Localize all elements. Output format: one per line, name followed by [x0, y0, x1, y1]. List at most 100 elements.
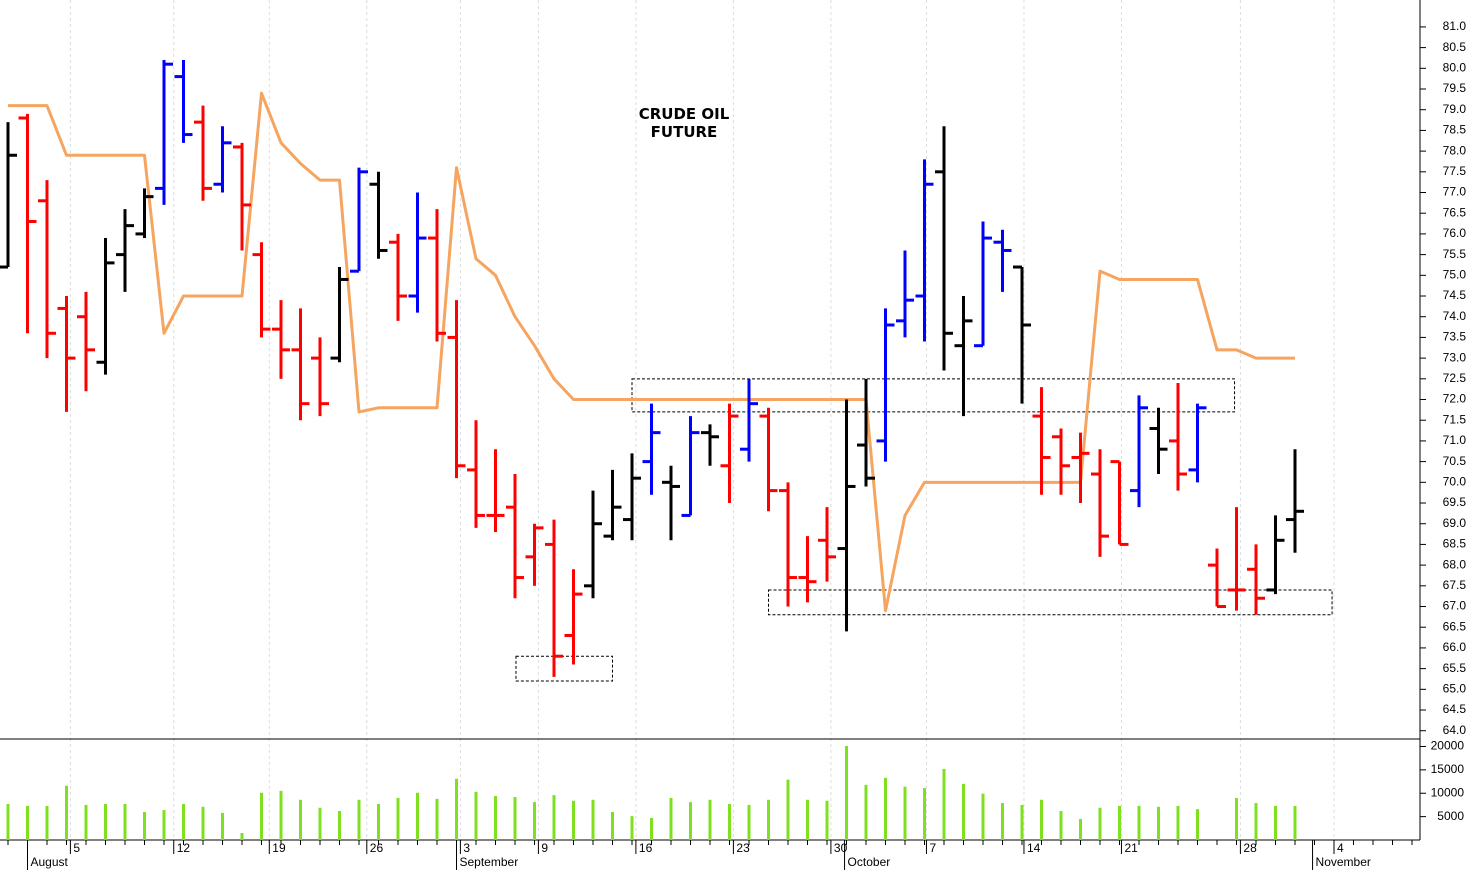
x-tick-label: 7: [929, 841, 936, 855]
volume-bar: [435, 798, 439, 840]
volume-bar: [884, 777, 888, 840]
y-tick-label: 73.0: [1443, 350, 1467, 364]
volume-bar: [649, 818, 653, 840]
x-tick-label: 4: [1337, 841, 1344, 855]
y-tick-label: 79.5: [1443, 81, 1467, 95]
volume-bar: [1020, 804, 1024, 840]
y-tick-label: 15000: [1431, 762, 1465, 776]
x-tick-label: 14: [1027, 841, 1041, 855]
volume-bar: [25, 805, 29, 840]
y-tick-label: 10000: [1431, 785, 1465, 799]
y-tick-label: 72.0: [1443, 392, 1467, 406]
x-tick-label: 12: [177, 841, 191, 855]
y-tick-label: 77.5: [1443, 164, 1467, 178]
volume-bar: [279, 790, 283, 840]
volume-bar: [1098, 807, 1102, 840]
x-tick-label: 16: [639, 841, 653, 855]
volume-bar: [571, 800, 575, 840]
volume-bar: [123, 803, 127, 840]
y-tick-label: 73.5: [1443, 330, 1467, 344]
y-tick-label: 80.5: [1443, 40, 1467, 54]
x-tick-label: 30: [834, 841, 848, 855]
volume-bar: [103, 803, 107, 840]
volume-bar: [1293, 805, 1297, 840]
annotation-box: [631, 378, 1236, 413]
y-tick-label: 79.0: [1443, 102, 1467, 116]
volume-bar: [201, 806, 205, 840]
month-label: September: [459, 855, 518, 869]
x-tick-label: 9: [541, 841, 548, 855]
y-tick-label: 69.5: [1443, 495, 1467, 509]
y-tick-label: 66.0: [1443, 640, 1467, 654]
volume-bar: [786, 779, 790, 840]
volume-bar: [415, 792, 419, 840]
volume-bar: [396, 797, 400, 840]
volume-bar: [84, 804, 88, 840]
month-label: August: [30, 855, 68, 869]
volume-bar: [45, 805, 49, 840]
y-tick-label: 68.0: [1443, 557, 1467, 571]
x-tick-label: 28: [1243, 841, 1257, 855]
volume-bar: [845, 746, 849, 840]
volume-bar: [747, 804, 751, 840]
y-tick-label: 78.5: [1443, 123, 1467, 137]
y-tick-label: 70.0: [1443, 474, 1467, 488]
volume-bar: [825, 800, 829, 840]
y-tick-label: 77.0: [1443, 185, 1467, 199]
volume-bar: [942, 768, 946, 840]
volume-bar: [1235, 797, 1239, 840]
y-tick-label: 75.5: [1443, 247, 1467, 261]
volume-bar: [1040, 799, 1044, 840]
volume-bar: [591, 799, 595, 840]
volume-bar: [728, 803, 732, 840]
y-tick-label: 64.5: [1443, 702, 1467, 716]
volume-bar: [1176, 805, 1180, 840]
x-tick-label: 23: [736, 841, 750, 855]
volume-bar: [376, 803, 380, 840]
volume-bar: [220, 812, 224, 840]
volume-bar: [532, 802, 536, 840]
month-label: October: [848, 855, 891, 869]
volume-bar: [181, 803, 185, 840]
volume-bar: [610, 811, 614, 840]
volume-bar: [454, 778, 458, 840]
y-tick-label: 70.5: [1443, 454, 1467, 468]
y-tick-label: 80.0: [1443, 60, 1467, 74]
y-tick-label: 71.0: [1443, 433, 1467, 447]
volume-bar: [1254, 803, 1258, 840]
y-tick-label: 76.0: [1443, 226, 1467, 240]
volume-bar: [298, 799, 302, 840]
x-tick-label: 21: [1124, 841, 1138, 855]
volume-bar: [493, 796, 497, 840]
y-tick-label: 67.5: [1443, 578, 1467, 592]
volume-bar: [318, 807, 322, 840]
y-tick-label: 68.5: [1443, 537, 1467, 551]
volume-bar: [767, 799, 771, 840]
volume-bar: [1157, 806, 1161, 840]
volume-bar: [64, 785, 68, 840]
volume-bar: [864, 784, 868, 840]
volume-bar: [669, 797, 673, 840]
volume-bar: [513, 796, 517, 840]
volume-bar: [357, 799, 361, 840]
y-tick-label: 65.0: [1443, 681, 1467, 695]
x-tick-label: 19: [272, 841, 286, 855]
annotation-box: [768, 589, 1333, 616]
volume-bar: [903, 786, 907, 840]
y-tick-label: 76.5: [1443, 205, 1467, 219]
y-tick-label: 75.0: [1443, 267, 1467, 281]
y-tick-label: 69.0: [1443, 516, 1467, 530]
y-tick-label: 20000: [1431, 739, 1465, 753]
volume-bar: [162, 810, 166, 840]
y-tick-label: 72.5: [1443, 371, 1467, 385]
volume-bar: [474, 791, 478, 840]
month-label: November: [1316, 855, 1371, 869]
volume-bar: [1118, 805, 1122, 840]
indicator-line: [7, 91, 1295, 613]
volume-bar: [806, 799, 810, 840]
y-tick-label: 66.5: [1443, 619, 1467, 633]
volume-bar: [630, 816, 634, 840]
y-tick-label: 5000: [1437, 809, 1464, 823]
